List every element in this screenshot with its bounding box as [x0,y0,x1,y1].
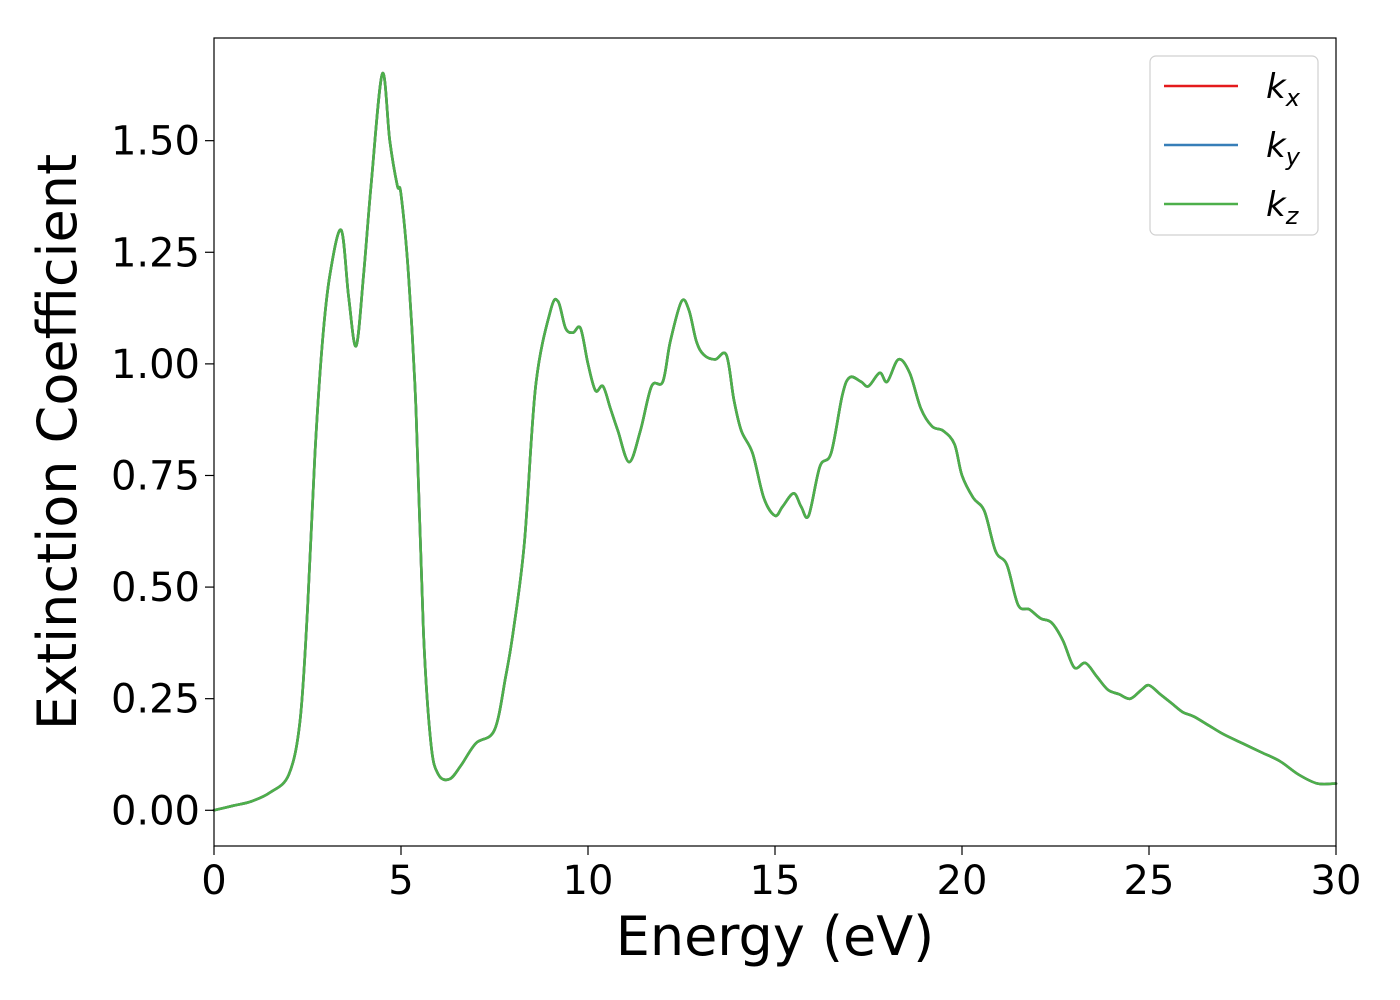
series-line-k-z [212,71,1338,812]
x-tick-label: 25 [1124,858,1175,904]
y-tick-label: 1.50 [111,119,200,165]
y-tick-label: 0.75 [111,453,200,499]
y-tick-label: 0.50 [111,565,200,611]
x-tick-label: 30 [1311,858,1362,904]
x-tick-label: 5 [388,858,413,904]
y-tick-label: 1.25 [111,230,200,276]
x-axis: 0 5 10 15 20 25 30 [201,846,1361,904]
x-tick-label: 15 [750,858,801,904]
series-layer [212,71,1338,812]
plot-background [214,38,1336,846]
y-axis-label: Extinction Coefficient [26,154,89,730]
y-axis: 0.00 0.25 0.50 0.75 1.00 1.25 1.50 [111,119,214,834]
x-axis-label: Energy (eV) [616,905,935,968]
x-tick-label: 10 [563,858,614,904]
y-tick-label: 0.00 [111,788,200,834]
x-tick-label: 20 [937,858,988,904]
y-tick-label: 0.25 [111,677,200,723]
x-tick-label: 0 [201,858,226,904]
y-tick-label: 1.00 [111,342,200,388]
